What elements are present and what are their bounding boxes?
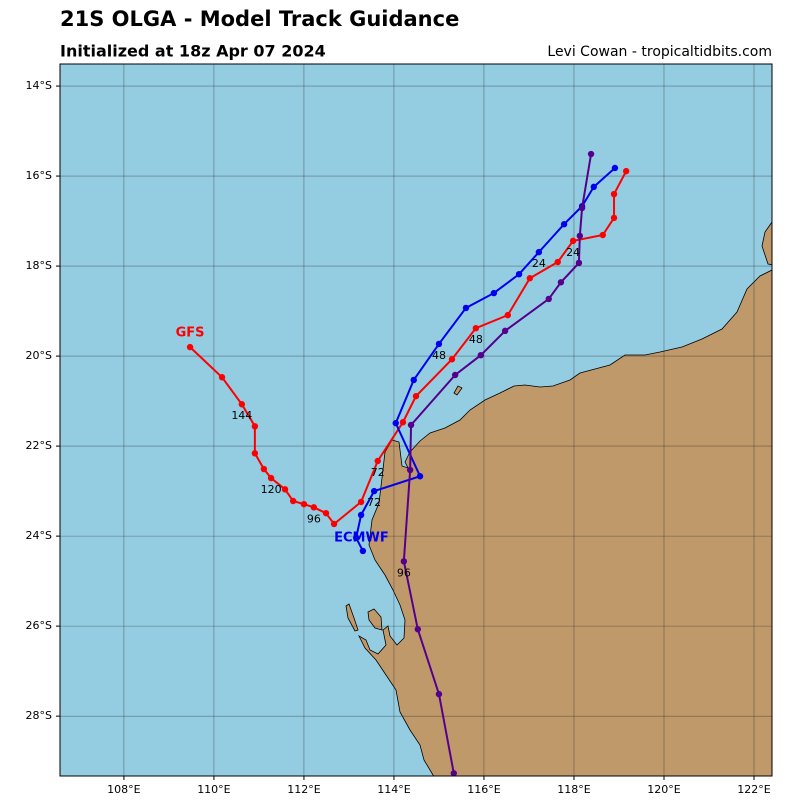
track-point (251, 423, 259, 430)
track-point (515, 270, 523, 278)
track-point (399, 419, 407, 426)
track-point (414, 626, 422, 633)
track-point (251, 450, 259, 457)
hour-label: 24 (566, 246, 580, 259)
land (345, 221, 772, 776)
track-point (310, 504, 318, 511)
track-point (610, 214, 618, 222)
track-point (370, 487, 378, 495)
track-point (526, 275, 534, 282)
track-point (622, 167, 630, 175)
chart-title: 21S OLGA - Model Track Guidance (60, 7, 459, 31)
track-point (504, 311, 512, 319)
track-point (412, 392, 420, 400)
track-point (448, 356, 456, 363)
y-tick-label: 20°S (26, 349, 52, 362)
tracks (186, 150, 630, 776)
track-line (355, 167, 616, 552)
track-point (490, 289, 498, 297)
y-tick-label: 18°S (26, 259, 52, 272)
x-tick-label: 120°E (647, 783, 680, 796)
track-point (300, 500, 308, 508)
hour-label: 96 (397, 566, 411, 579)
track-point (569, 237, 577, 245)
hour-label: 48 (469, 333, 483, 346)
track-point (557, 279, 565, 286)
y-tick-label: 16°S (26, 169, 52, 182)
track-point (260, 465, 268, 473)
track-point (477, 351, 485, 359)
track-point (289, 497, 297, 505)
track-point (359, 547, 367, 555)
track-point (357, 498, 365, 506)
track-point (462, 304, 470, 312)
grid: 108°E 110°E 112°E 114°E 116°E 118°E 120°E 122°E… (26, 64, 772, 796)
track-point (590, 183, 597, 191)
track-point (560, 221, 568, 228)
hour-label: 72 (367, 496, 381, 509)
track-point (322, 509, 330, 517)
chart-subtitle: Initialized at 18z Apr 07 2024 (60, 42, 326, 61)
hour-label: 48 (432, 349, 446, 362)
track-point (472, 324, 480, 332)
credit: Levi Cowan - tropicaltidbits.com (547, 44, 772, 60)
track-point (599, 231, 606, 239)
track-point (267, 474, 275, 482)
y-tick-label: 14°S (26, 79, 52, 92)
track-point (435, 690, 443, 698)
hour-label: 72 (371, 466, 385, 479)
track-point (410, 376, 417, 384)
track-point (416, 473, 424, 480)
track-point (575, 259, 583, 267)
track-point (578, 204, 586, 212)
track-point (392, 419, 399, 427)
y-tick-label: 26°S (26, 619, 52, 632)
track-point (535, 248, 543, 256)
track-point (357, 511, 365, 519)
track-point (406, 466, 414, 474)
y-tick-label: 24°S (26, 529, 52, 542)
track-point (611, 164, 619, 172)
track-point (186, 343, 194, 351)
x-tick-label: 122°E (737, 783, 770, 796)
hour-label: 24 (532, 257, 546, 270)
track-point (587, 150, 595, 158)
track-point (545, 295, 552, 303)
x-tick-label: 110°E (197, 783, 230, 796)
track-point (400, 558, 408, 565)
frame (59, 63, 773, 777)
x-tick-label: 114°E (377, 783, 410, 796)
model-label: GFS (176, 326, 205, 341)
y-tick-label: 22°S (26, 439, 52, 452)
track-point (576, 232, 584, 240)
track-point (218, 374, 226, 381)
x-tick-label: 112°E (287, 783, 320, 796)
track-point (281, 486, 289, 493)
hour-label: 144 (231, 409, 252, 422)
x-tick-label: 118°E (557, 783, 590, 796)
x-tick-label: 116°E (467, 783, 500, 796)
track-point (610, 190, 618, 198)
track-point (407, 421, 415, 429)
x-tick-label: 108°E (107, 783, 140, 796)
track-point (238, 401, 246, 408)
track-point (374, 457, 381, 465)
track-point (501, 327, 509, 335)
model-label: ECMWF (334, 530, 389, 545)
track-point (554, 258, 561, 266)
hour-label: 120 (261, 483, 282, 496)
hour-label: 96 (307, 512, 321, 525)
track-point (450, 770, 458, 776)
y-tick-label: 28°S (26, 709, 52, 722)
track-point (435, 340, 443, 348)
track-point (330, 520, 338, 528)
track-point (451, 371, 459, 379)
track-point (352, 534, 360, 542)
